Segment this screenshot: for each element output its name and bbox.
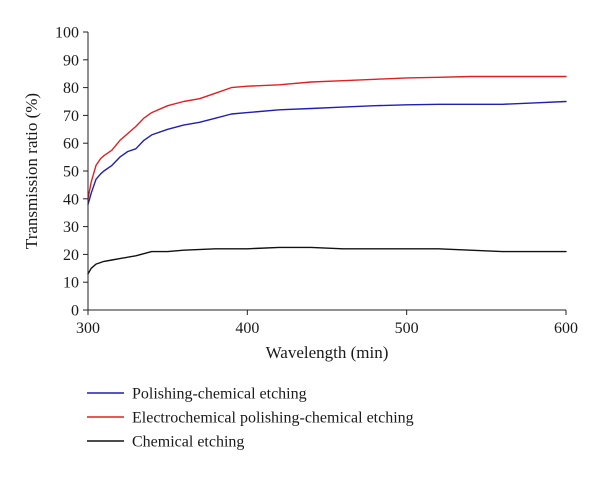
legend-entry-label: Chemical etching: [132, 434, 244, 451]
y-tick-label: 90: [63, 52, 79, 69]
y-tick-label: 70: [63, 108, 79, 125]
y-tick-label: 80: [63, 80, 79, 97]
y-tick-label: 10: [63, 275, 79, 292]
y-tick-label: 40: [63, 191, 79, 208]
series-line-1: [87, 100, 567, 206]
series-lines: [87, 75, 567, 275]
series-line-2: [87, 75, 567, 200]
x-tick-label: 600: [554, 320, 578, 337]
x-tick-label: 300: [76, 320, 100, 337]
y-axis-title: Transmission ratio (%): [22, 93, 41, 249]
legend-entry-label: Electrochemical polishing-chemical etchi…: [132, 410, 414, 427]
axes: 0 10 20 30 40 50 60 70 80 90 100 300 400 500 600: [55, 25, 578, 338]
y-tick-label: 20: [63, 247, 79, 264]
y-tick-label: 60: [63, 136, 79, 153]
legend-entry-label: Polishing-chemical etching: [132, 386, 307, 403]
x-tick-label: 400: [235, 320, 259, 337]
y-tick-label: 50: [63, 164, 79, 181]
y-tick-label: 100: [55, 25, 79, 42]
series-line-3: [87, 246, 567, 275]
y-tick-label: 0: [71, 303, 79, 320]
y-tick-label: 30: [63, 219, 79, 236]
x-tick-label: 500: [395, 320, 419, 337]
x-axis-title: Wavelength (min): [266, 343, 389, 362]
legend: Polishing-chemical etching Electrochemica…: [87, 386, 414, 451]
